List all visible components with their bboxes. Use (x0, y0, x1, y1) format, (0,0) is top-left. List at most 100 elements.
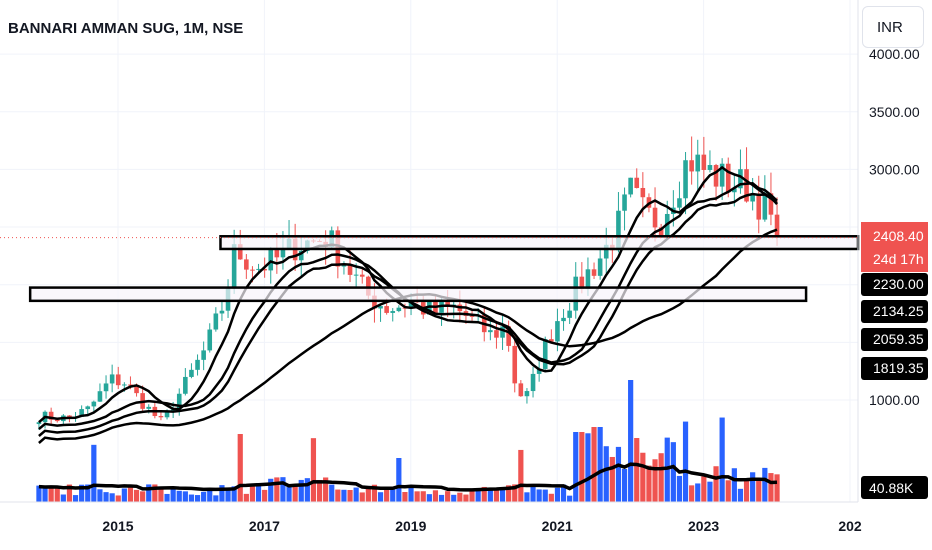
volume-bar (42, 487, 48, 502)
volume-bar (676, 475, 683, 502)
candle-body (274, 248, 280, 258)
candle-body (36, 422, 42, 425)
volume-bar (481, 486, 487, 502)
candle-body (677, 198, 682, 208)
candle-body (732, 188, 737, 193)
volume-bar (628, 380, 634, 502)
volume-bar (640, 452, 646, 502)
volume-label: 40.88K (869, 480, 914, 496)
candle-body (530, 373, 536, 392)
currency-button[interactable]: INR (862, 6, 924, 48)
candle-body (713, 165, 719, 187)
candle-body (366, 276, 371, 296)
time-axis-label: 2015 (102, 518, 133, 534)
time-axis-label: 2019 (395, 518, 426, 534)
volume-bar (743, 480, 750, 502)
time-axis-label: 2017 (249, 518, 280, 534)
candle-body (634, 177, 640, 188)
candle-body (561, 317, 566, 322)
volume-bar (408, 485, 414, 502)
volume-bar (207, 488, 213, 502)
volume-bar (579, 432, 585, 502)
candle-body (494, 330, 499, 338)
volume-bar (54, 487, 60, 502)
volume-bar (280, 477, 286, 502)
volume-bar (170, 487, 176, 502)
candle-body (701, 154, 707, 170)
candle-body (396, 307, 402, 312)
volume-bar (286, 485, 292, 502)
candle-body (183, 376, 188, 394)
candle-body (536, 368, 542, 374)
volume-bar (310, 438, 317, 502)
candle-body (683, 160, 688, 199)
volume-bar (79, 484, 85, 502)
volume-bar (432, 490, 439, 502)
candle-body (707, 165, 713, 170)
candle-body (719, 163, 725, 187)
candle-body (640, 187, 646, 198)
volume-bar (756, 480, 762, 502)
volume-bar (262, 489, 268, 502)
volume-tag (861, 476, 928, 499)
volume-bar (524, 492, 530, 502)
candle-body (189, 369, 194, 377)
candle-body (408, 301, 414, 309)
time-axis-label: 202 (838, 518, 862, 534)
volume-bar (774, 474, 780, 502)
candle-body (201, 350, 206, 360)
volume-bar (463, 494, 469, 502)
ma-value-label: 1819.35 (873, 360, 924, 376)
volume-bar (573, 432, 579, 502)
volume-bar (140, 491, 146, 502)
volume-bar (219, 485, 225, 502)
volume-bar (66, 484, 73, 502)
candle-body (353, 274, 359, 276)
time-axis[interactable]: 2015 2017 2019 2021 2023 202 (0, 501, 862, 534)
volume-bar (585, 433, 591, 502)
volume-bar (390, 489, 396, 502)
volume-bar (335, 489, 341, 502)
last-price-tag (861, 222, 928, 272)
candle-body (616, 210, 621, 251)
volume-bar (115, 495, 121, 502)
volume-bar (762, 467, 768, 502)
candle-body (128, 384, 133, 386)
candle-body (658, 227, 664, 236)
candle-body (591, 269, 597, 276)
volume-bar (359, 492, 365, 502)
price-axis-label: 3500.00 (869, 104, 920, 120)
volume-bar (469, 490, 475, 502)
volume-bar (506, 485, 512, 502)
candle-body (213, 313, 219, 330)
volume-bar (72, 495, 79, 502)
volume-bar (237, 434, 243, 502)
candle-body (555, 321, 560, 342)
volume-bar (249, 484, 256, 502)
ma-value-label: 2134.25 (873, 303, 924, 319)
volume-bar (536, 489, 542, 502)
candle-body (85, 406, 91, 410)
volume-bar (457, 492, 463, 502)
volume-bar (567, 495, 573, 502)
volume-bar (603, 446, 609, 502)
candle-body (567, 310, 572, 318)
volume-bar (255, 483, 262, 502)
volume-bar (36, 485, 42, 502)
time-axis-label: 2021 (542, 518, 573, 534)
candle-body (103, 383, 109, 392)
volume-bar (225, 488, 231, 502)
volume-bar (615, 446, 622, 502)
ma-value-tag (861, 328, 928, 351)
candle-body (237, 244, 243, 260)
candle-body (97, 391, 103, 402)
volume-bar (438, 494, 445, 502)
candle-body (244, 259, 249, 270)
volume-bar (274, 477, 280, 502)
volume-bar (719, 417, 725, 502)
candle-body (231, 244, 237, 289)
candle-body (268, 248, 274, 271)
candle-body (725, 163, 731, 193)
candle-body (122, 384, 127, 386)
